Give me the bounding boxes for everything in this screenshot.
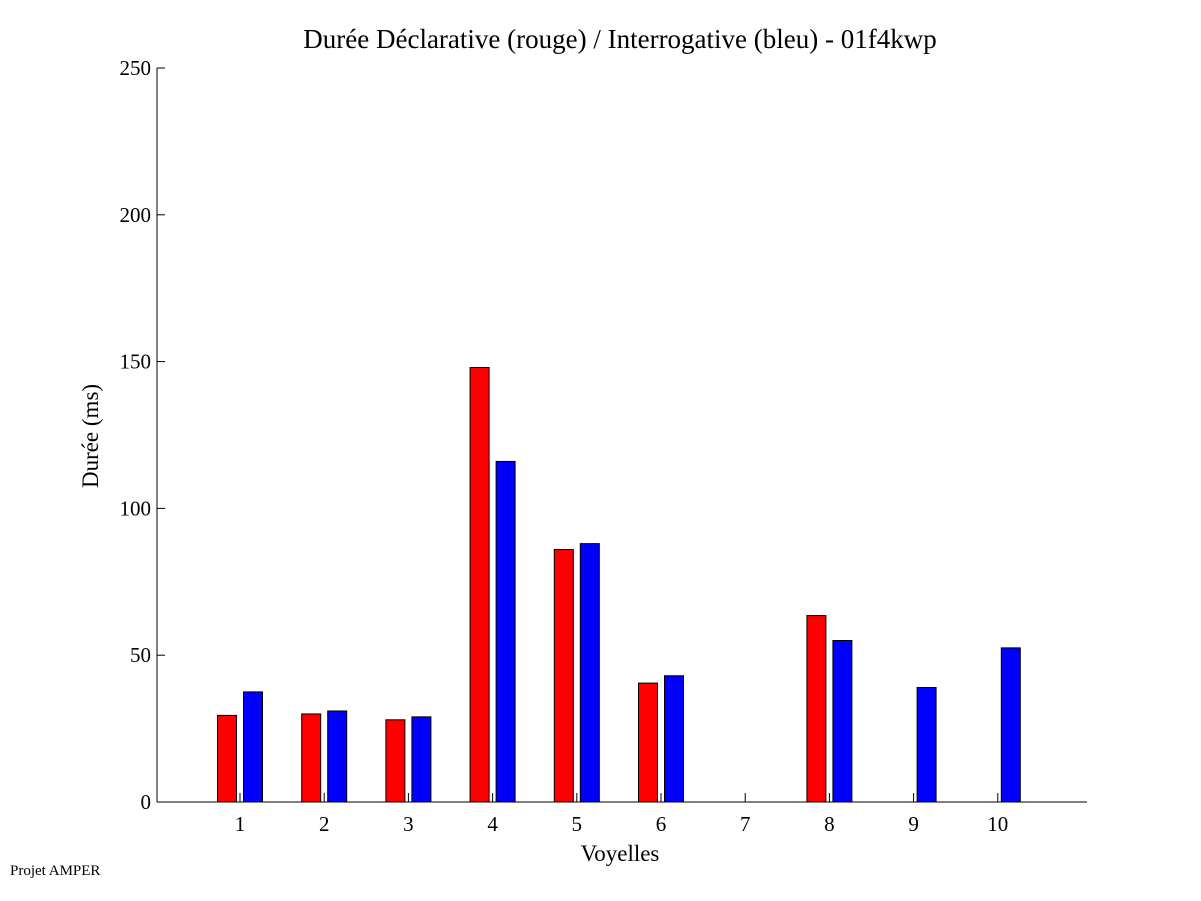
- x-tick-label: 1: [235, 812, 246, 836]
- bar-blue: [327, 710, 348, 803]
- x-tick-label: 3: [403, 812, 414, 836]
- y-tick-label: 100: [120, 496, 152, 520]
- bar-red: [217, 714, 237, 803]
- x-tick-label: 5: [572, 812, 583, 836]
- y-tick-label: 50: [130, 643, 151, 667]
- footer-label: Projet AMPER: [10, 863, 101, 879]
- x-tick-label: 4: [487, 812, 498, 836]
- x-tick-label: 7: [740, 812, 751, 836]
- bar-blue: [916, 686, 937, 803]
- x-tick-label: 10: [987, 812, 1008, 836]
- bar-red: [553, 549, 574, 803]
- y-tick-label: 250: [120, 56, 152, 80]
- y-tick-label: 200: [120, 203, 152, 227]
- bar-red: [806, 615, 827, 803]
- bar-blue: [579, 543, 600, 803]
- bar-red: [469, 366, 490, 803]
- x-tick-label: 2: [319, 812, 330, 836]
- bar-blue: [1000, 647, 1021, 803]
- y-tick-label: 0: [141, 790, 152, 814]
- bar-blue: [411, 716, 432, 803]
- bar-blue: [495, 460, 516, 803]
- bar-red: [385, 719, 406, 803]
- y-axis-label: Durée (ms): [78, 384, 103, 488]
- y-tick-label: 150: [120, 350, 152, 374]
- x-tick-label: 9: [908, 812, 919, 836]
- plot-area: 0 50 100 150 200 250 1 2 3 4 5 6 7 8 9 10: [120, 56, 1087, 836]
- x-axis-label: Voyelles: [581, 841, 660, 866]
- bar-red: [301, 713, 322, 803]
- x-tick-label: 6: [656, 812, 667, 836]
- bar-red: [638, 682, 658, 803]
- bar-blue: [664, 675, 684, 803]
- chart-title: Durée Déclarative (rouge) / Interrogativ…: [303, 24, 936, 54]
- bar-blue: [243, 691, 263, 803]
- x-tick-label: 8: [824, 812, 835, 836]
- bar-blue: [832, 640, 853, 803]
